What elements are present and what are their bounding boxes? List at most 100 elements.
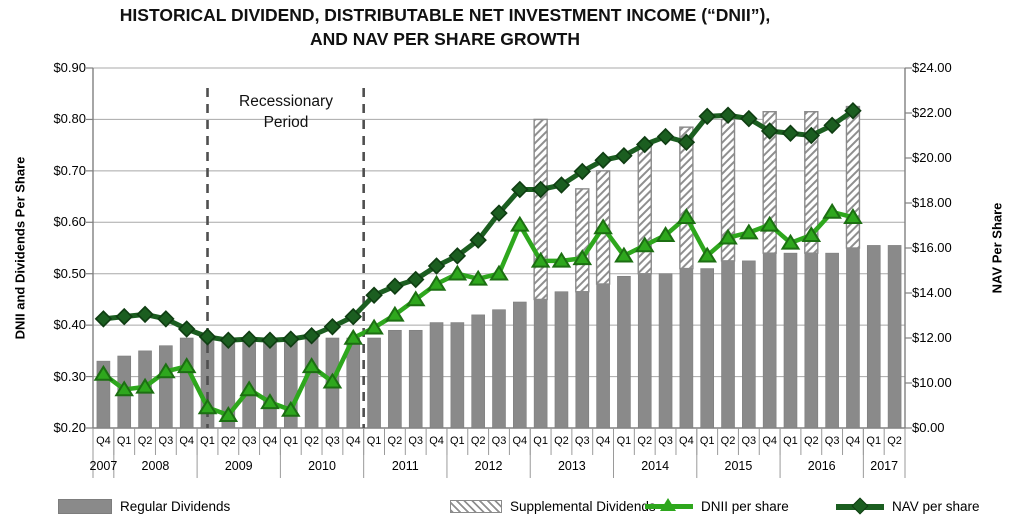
nav-diamond-marker [844, 102, 862, 120]
nav-diamond-marker [594, 151, 612, 169]
regular-dividend-bar [846, 247, 860, 429]
nav-diamond-marker [406, 270, 425, 289]
regular-dividend-bar [887, 245, 902, 429]
regular-dividend-bar [554, 291, 569, 429]
dnii-triangle-marker [739, 223, 759, 240]
dnii-triangle-marker [530, 251, 551, 268]
regular-dividend-bar [617, 275, 631, 429]
dnii-triangle-marker [614, 246, 634, 263]
nav-diamond-marker [157, 310, 175, 328]
regular-dividend-bar [304, 337, 319, 429]
recession-annotation: Recessionary Period [204, 92, 368, 134]
nav-diamond-marker [469, 231, 487, 249]
nav-diamond-marker [136, 305, 154, 324]
supplemental-dividend-bar [533, 118, 548, 301]
legend-label-nav: NAV per share [892, 498, 980, 514]
dnii-triangle-marker [114, 380, 135, 397]
nav-diamond-marker [115, 307, 133, 326]
nav-diamond-marker [511, 180, 529, 199]
regular-dividend-bar [658, 273, 673, 429]
dnii-triangle-marker [135, 377, 155, 394]
nav-diamond-marker [636, 135, 654, 154]
nav-diamond-marker [740, 109, 758, 128]
chart-title-line2: AND NAV PER SHARE GROWTH [310, 29, 580, 49]
nav-diamond-marker [823, 116, 841, 135]
dnii-triangle-marker [385, 305, 405, 322]
dnii-triangle-marker [405, 290, 426, 307]
nav-diamond-marker [656, 127, 675, 146]
nav-diamond-marker [490, 204, 508, 222]
nav-diamond-marker [302, 327, 321, 345]
dnii-triangle-marker [801, 226, 822, 242]
nav-diamond-marker [386, 277, 404, 295]
nav-diamond-marker [531, 180, 550, 199]
legend: Regular Dividends Supplemental Dividends… [0, 496, 1018, 520]
chart-title-line1: HISTORICAL DIVIDEND, DISTRIBUTABLE NET I… [119, 5, 771, 25]
legend-label-dnii: DNII per share [701, 498, 789, 514]
dnii-line-marker-icon [645, 498, 693, 514]
nav-diamond-marker [427, 257, 446, 275]
regular-dividend-bar [159, 345, 173, 429]
nav-line [100, 108, 856, 343]
nav-diamond-marker [323, 318, 342, 336]
nav-diamond-marker [219, 331, 238, 349]
supplemental-dividend-bar [637, 144, 652, 275]
nav-diamond-marker [698, 107, 716, 126]
nav-diamond-marker [802, 126, 821, 145]
regular-dividend-bar [408, 329, 423, 429]
regular-dividend-bar [637, 273, 652, 429]
dnii-triangle-marker [447, 264, 468, 281]
nav-diamond-marker [94, 310, 113, 328]
regular-dividends-swatch-icon [58, 498, 112, 514]
dnii-triangle-marker [468, 269, 488, 286]
regular-dividend-bar [700, 268, 715, 429]
regular-dividend-bar [533, 299, 548, 429]
regular-dividend-bar [721, 260, 735, 429]
dnii-triangle-marker [634, 236, 655, 253]
regular-dividend-bar [429, 322, 444, 429]
legend-item-regular-dividends: Regular Dividends [58, 496, 230, 516]
legend-item-supplemental-dividends: Supplemental Dividends [450, 496, 656, 516]
dnii-triangle-marker [593, 218, 613, 235]
regular-dividend-bar [866, 245, 881, 429]
dnii-triangle-marker [176, 357, 197, 374]
dnii-triangle-marker [260, 393, 280, 410]
nav-diamond-marker [448, 247, 467, 265]
dnii-triangle-marker [718, 228, 738, 245]
nav-diamond-marker [677, 133, 696, 151]
dnii-triangle-marker [197, 398, 218, 415]
supplemental-dividend-bar [679, 126, 694, 270]
supplemental-dividend-bar [575, 188, 590, 293]
dnii-triangle-marker [676, 208, 697, 224]
dnii-triangle-marker [697, 246, 717, 263]
supplemental-dividend-bar [804, 111, 819, 254]
regular-dividend-bar [388, 329, 402, 429]
regular-dividend-bar [179, 337, 194, 429]
regular-dividend-bar [450, 322, 465, 429]
regular-dividend-bar [263, 337, 277, 429]
nav-diamond-marker [282, 330, 300, 348]
nav-diamond-marker [198, 328, 217, 346]
dnii-triangle-marker [551, 251, 572, 268]
regular-dividend-bar [825, 252, 839, 429]
nav-diamond-marker [365, 286, 383, 304]
nav-diamond-marker [781, 124, 800, 142]
dnii-triangle-marker [489, 264, 509, 281]
supplemental-dividends-swatch-icon [450, 499, 502, 513]
dnii-triangle-marker [759, 215, 780, 232]
nav-diamond-marker [240, 330, 258, 348]
regular-dividend-bar [742, 260, 756, 429]
regular-dividend-bar [596, 283, 610, 429]
nav-diamond-marker [615, 147, 633, 165]
dnii-triangle-marker [239, 380, 259, 397]
supplemental-dividend-bar [845, 105, 861, 249]
legend-label-regular: Regular Dividends [120, 498, 231, 514]
legend-label-supplemental: Supplemental Dividends [510, 498, 656, 514]
regular-dividend-bar [762, 252, 777, 429]
regular-dividend-bar [783, 252, 798, 429]
regular-dividend-bar [575, 291, 590, 429]
nav-line-marker-icon [836, 497, 884, 514]
regular-dividend-bar [679, 268, 694, 429]
